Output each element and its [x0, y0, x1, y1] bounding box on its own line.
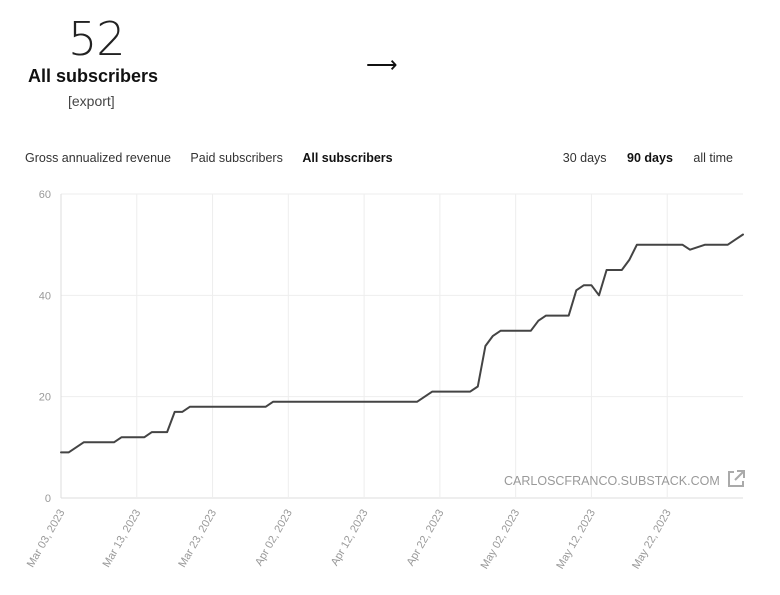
y-tick-label: 0: [45, 493, 51, 505]
arrow-right-icon[interactable]: ⟶: [366, 52, 398, 77]
x-tick-label: May 12, 2023: [554, 508, 598, 572]
metric-title: All subscribers: [28, 66, 159, 86]
x-tick-label: Mar 13, 2023: [101, 508, 144, 570]
tab-all-subscribers[interactable]: All subscribers: [302, 151, 393, 165]
x-tick-label: Apr 12, 2023: [329, 508, 371, 569]
x-tick-label: Apr 02, 2023: [253, 508, 295, 569]
y-tick-label: 40: [39, 290, 51, 302]
substack-watermark[interactable]: CARLOSCFRANCO.SUBSTACK.COM: [504, 469, 746, 492]
x-tick-label: May 02, 2023: [479, 508, 523, 572]
export-link[interactable]: [export]: [68, 93, 115, 109]
y-tick-label: 20: [39, 392, 51, 404]
range-90-days[interactable]: 90 days: [627, 151, 673, 165]
range-30-days[interactable]: 30 days: [562, 151, 607, 165]
range-all-time[interactable]: all time: [693, 151, 733, 165]
subscriber-count: 52: [68, 12, 126, 66]
tab-paid-subscribers[interactable]: Paid subscribers: [190, 151, 283, 165]
x-tick-label: Mar 03, 2023: [25, 508, 68, 570]
series-line: [60, 233, 744, 454]
y-tick-label: 60: [39, 189, 51, 201]
watermark-text: CARLOSCFRANCO.SUBSTACK.COM: [504, 473, 720, 488]
tab-gross-annualized-revenue[interactable]: Gross annualized revenue: [25, 151, 171, 165]
range-tabs: 30 days 90 days all time: [546, 151, 733, 165]
external-link-icon: [726, 469, 746, 492]
x-tick-label: Mar 23, 2023: [176, 508, 219, 570]
metric-tabs: Gross annualized revenue Paid subscriber…: [25, 151, 409, 165]
x-tick-label: May 22, 2023: [630, 508, 674, 572]
x-tick-label: Apr 22, 2023: [405, 508, 447, 569]
